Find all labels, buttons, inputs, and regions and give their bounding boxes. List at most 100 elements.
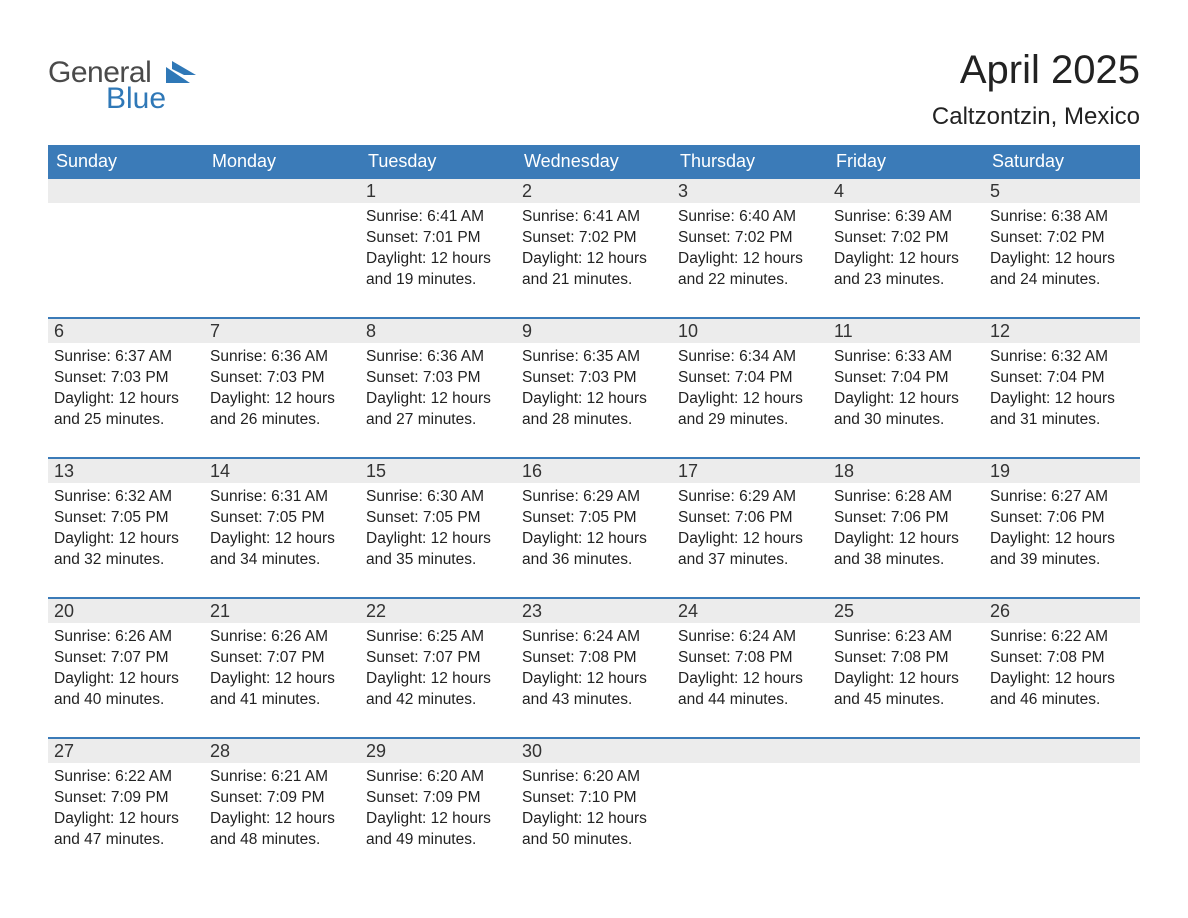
sunset-line: Sunset: 7:08 PM	[678, 648, 824, 669]
sunrise-line: Sunrise: 6:41 AM	[522, 207, 668, 228]
calendar-day: 26Sunrise: 6:22 AMSunset: 7:08 PMDayligh…	[984, 599, 1140, 737]
sunset-line: Sunset: 7:03 PM	[54, 368, 200, 389]
day-number: 18	[828, 459, 984, 483]
sunset-line: Sunset: 7:03 PM	[522, 368, 668, 389]
dow-header-cell: Saturday	[984, 145, 1140, 179]
sunrise-line: Sunrise: 6:38 AM	[990, 207, 1136, 228]
calendar-day: 1Sunrise: 6:41 AMSunset: 7:01 PMDaylight…	[360, 179, 516, 317]
month-title: April 2025	[932, 48, 1140, 93]
day-number: 8	[360, 319, 516, 343]
day-body: Sunrise: 6:35 AMSunset: 7:03 PMDaylight:…	[516, 343, 672, 435]
day-body: Sunrise: 6:23 AMSunset: 7:08 PMDaylight:…	[828, 623, 984, 715]
daylight-line: Daylight: 12 hours and 19 minutes.	[366, 249, 512, 291]
calendar-day: 6Sunrise: 6:37 AMSunset: 7:03 PMDaylight…	[48, 319, 204, 457]
daylight-line: Daylight: 12 hours and 24 minutes.	[990, 249, 1136, 291]
day-body: Sunrise: 6:20 AMSunset: 7:10 PMDaylight:…	[516, 763, 672, 855]
daylight-line: Daylight: 12 hours and 31 minutes.	[990, 389, 1136, 431]
sunrise-line: Sunrise: 6:22 AM	[54, 767, 200, 788]
day-body: Sunrise: 6:22 AMSunset: 7:08 PMDaylight:…	[984, 623, 1140, 715]
daylight-line: Daylight: 12 hours and 30 minutes.	[834, 389, 980, 431]
day-number: 20	[48, 599, 204, 623]
daylight-line: Daylight: 12 hours and 25 minutes.	[54, 389, 200, 431]
dow-header-cell: Monday	[204, 145, 360, 179]
calendar-day-empty	[204, 179, 360, 317]
day-body	[828, 763, 984, 771]
sunset-line: Sunset: 7:06 PM	[990, 508, 1136, 529]
day-body: Sunrise: 6:24 AMSunset: 7:08 PMDaylight:…	[516, 623, 672, 715]
day-number: 12	[984, 319, 1140, 343]
calendar-day: 28Sunrise: 6:21 AMSunset: 7:09 PMDayligh…	[204, 739, 360, 877]
daylight-line: Daylight: 12 hours and 49 minutes.	[366, 809, 512, 851]
sunset-line: Sunset: 7:02 PM	[834, 228, 980, 249]
sunset-line: Sunset: 7:09 PM	[210, 788, 356, 809]
day-body: Sunrise: 6:32 AMSunset: 7:04 PMDaylight:…	[984, 343, 1140, 435]
day-number: 27	[48, 739, 204, 763]
sunrise-line: Sunrise: 6:24 AM	[522, 627, 668, 648]
sunrise-line: Sunrise: 6:28 AM	[834, 487, 980, 508]
daylight-line: Daylight: 12 hours and 35 minutes.	[366, 529, 512, 571]
calendar-day: 25Sunrise: 6:23 AMSunset: 7:08 PMDayligh…	[828, 599, 984, 737]
sunset-line: Sunset: 7:06 PM	[834, 508, 980, 529]
day-body: Sunrise: 6:36 AMSunset: 7:03 PMDaylight:…	[360, 343, 516, 435]
day-number: 1	[360, 179, 516, 203]
day-number	[984, 739, 1140, 763]
dow-header-row: SundayMondayTuesdayWednesdayThursdayFrid…	[48, 145, 1140, 179]
sunrise-line: Sunrise: 6:24 AM	[678, 627, 824, 648]
calendar-day: 7Sunrise: 6:36 AMSunset: 7:03 PMDaylight…	[204, 319, 360, 457]
calendar-day-empty	[984, 739, 1140, 877]
sunset-line: Sunset: 7:05 PM	[522, 508, 668, 529]
dow-header-cell: Sunday	[48, 145, 204, 179]
daylight-line: Daylight: 12 hours and 39 minutes.	[990, 529, 1136, 571]
day-number	[828, 739, 984, 763]
calendar-week: 6Sunrise: 6:37 AMSunset: 7:03 PMDaylight…	[48, 317, 1140, 457]
sunrise-line: Sunrise: 6:30 AM	[366, 487, 512, 508]
calendar-day: 10Sunrise: 6:34 AMSunset: 7:04 PMDayligh…	[672, 319, 828, 457]
day-body: Sunrise: 6:28 AMSunset: 7:06 PMDaylight:…	[828, 483, 984, 575]
calendar-day: 5 Sunrise: 6:38 AMSunset: 7:02 PMDaylight…	[984, 179, 1140, 317]
calendar-grid: SundayMondayTuesdayWednesdayThursdayFrid…	[48, 145, 1140, 877]
sunset-line: Sunset: 7:01 PM	[366, 228, 512, 249]
day-body	[672, 763, 828, 771]
day-number: 5	[984, 179, 1140, 203]
calendar-day: 27Sunrise: 6:22 AMSunset: 7:09 PMDayligh…	[48, 739, 204, 877]
sunset-line: Sunset: 7:08 PM	[990, 648, 1136, 669]
sunset-line: Sunset: 7:09 PM	[54, 788, 200, 809]
day-body: Sunrise: 6:29 AMSunset: 7:05 PMDaylight:…	[516, 483, 672, 575]
day-number: 29	[360, 739, 516, 763]
day-number	[672, 739, 828, 763]
dow-header-cell: Friday	[828, 145, 984, 179]
daylight-line: Daylight: 12 hours and 32 minutes.	[54, 529, 200, 571]
logo-flag-icon	[166, 61, 200, 88]
calendar-day: 20Sunrise: 6:26 AMSunset: 7:07 PMDayligh…	[48, 599, 204, 737]
day-number: 15	[360, 459, 516, 483]
calendar-week: 20Sunrise: 6:26 AMSunset: 7:07 PMDayligh…	[48, 597, 1140, 737]
day-number: 22	[360, 599, 516, 623]
sunrise-line: Sunrise: 6:34 AM	[678, 347, 824, 368]
day-body	[984, 763, 1140, 771]
day-body: Sunrise: 6:30 AMSunset: 7:05 PMDaylight:…	[360, 483, 516, 575]
sunset-line: Sunset: 7:06 PM	[678, 508, 824, 529]
calendar-day: 13Sunrise: 6:32 AMSunset: 7:05 PMDayligh…	[48, 459, 204, 597]
day-body: Sunrise: 6:25 AMSunset: 7:07 PMDaylight:…	[360, 623, 516, 715]
sunset-line: Sunset: 7:05 PM	[54, 508, 200, 529]
calendar-day: 17Sunrise: 6:29 AMSunset: 7:06 PMDayligh…	[672, 459, 828, 597]
sunrise-line: Sunrise: 6:31 AM	[210, 487, 356, 508]
sunrise-line: Sunrise: 6:25 AM	[366, 627, 512, 648]
day-body: Sunrise: 6:37 AMSunset: 7:03 PMDaylight:…	[48, 343, 204, 435]
sunset-line: Sunset: 7:03 PM	[366, 368, 512, 389]
sunset-line: Sunset: 7:02 PM	[678, 228, 824, 249]
sunset-line: Sunset: 7:02 PM	[522, 228, 668, 249]
daylight-line: Daylight: 12 hours and 26 minutes.	[210, 389, 356, 431]
sunrise-line: Sunrise: 6:32 AM	[990, 347, 1136, 368]
day-number: 16	[516, 459, 672, 483]
day-number	[48, 179, 204, 203]
day-number: 6	[48, 319, 204, 343]
daylight-line: Daylight: 12 hours and 21 minutes.	[522, 249, 668, 291]
title-block: April 2025 Caltzontzin, Mexico	[932, 48, 1140, 131]
day-number: 2	[516, 179, 672, 203]
sunset-line: Sunset: 7:02 PM	[990, 228, 1136, 249]
sunrise-line: Sunrise: 6:32 AM	[54, 487, 200, 508]
logo-text-blue: Blue	[106, 84, 166, 114]
sunset-line: Sunset: 7:08 PM	[834, 648, 980, 669]
day-body: Sunrise: 6:20 AMSunset: 7:09 PMDaylight:…	[360, 763, 516, 855]
